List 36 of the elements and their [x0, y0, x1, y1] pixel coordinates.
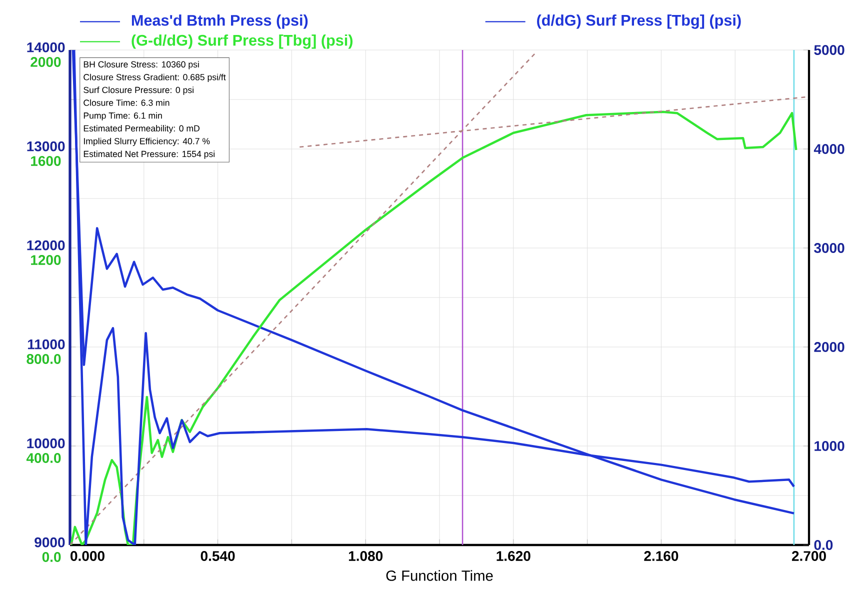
legend-label: (d/dG) Surf Press [Tbg] (psi)	[537, 14, 741, 29]
legend-label: Meas'd Btmh Press (psi)	[132, 14, 308, 29]
annotation: Pump Time: 6.1 min	[84, 112, 162, 120]
x-tick-label: 0.540	[200, 551, 235, 561]
x-tick-label: 1.620	[496, 551, 530, 561]
y-tick-label: 10000	[27, 438, 65, 448]
y-tick-label: 13000	[27, 141, 65, 152]
y3-tick-label: 2000	[30, 57, 61, 67]
legend-label: (G-d/dG) Surf Press [Tbg] (psi)	[132, 34, 353, 49]
annotation: Surf Closure Pressure: 0 psi	[84, 86, 194, 95]
y-tick-label: 11000	[28, 339, 65, 350]
x-axis-title: G Function Time	[386, 570, 493, 581]
annotation: Estimated Permeability: 0 mD	[84, 125, 200, 134]
y2-tick-label: 0.0	[814, 540, 833, 550]
y2-tick-label: 4000	[814, 144, 844, 154]
annotation: Closure Time: 6.3 min	[84, 99, 170, 106]
y3-tick-label: 0.0	[42, 552, 61, 562]
x-tick-label: 1.080	[348, 551, 383, 561]
annotation: BH Closure Stress: 10360 psi	[84, 61, 199, 70]
y3-tick-label: 400.0	[26, 453, 61, 463]
annotation: Closure Stress Gradient: 0.685 psi/ft	[84, 74, 226, 82]
x-tick-label: 2.160	[644, 551, 678, 561]
y3-tick-label: 1600	[31, 156, 61, 166]
y-tick-label: 14000	[27, 42, 65, 52]
y3-tick-label: 800.0	[26, 354, 61, 364]
x-tick-label: 0.000	[70, 551, 104, 561]
y2-tick-label: 5000	[814, 45, 844, 55]
annotation: Estimated Net Pressure: 1554 psi	[84, 150, 214, 159]
y2-tick-label: 1000	[814, 441, 844, 451]
annotation: Implied Slurry Efficiency: 40.7 %	[84, 138, 210, 146]
y2-tick-label: 2000	[814, 342, 844, 352]
y3-tick-label: 1200	[31, 255, 61, 265]
y2-tick-label: 3000	[814, 243, 844, 253]
x-tick-label: 2.700	[792, 551, 826, 561]
y-tick-label: 12000	[27, 240, 65, 250]
y-tick-label: 9000	[34, 537, 65, 548]
